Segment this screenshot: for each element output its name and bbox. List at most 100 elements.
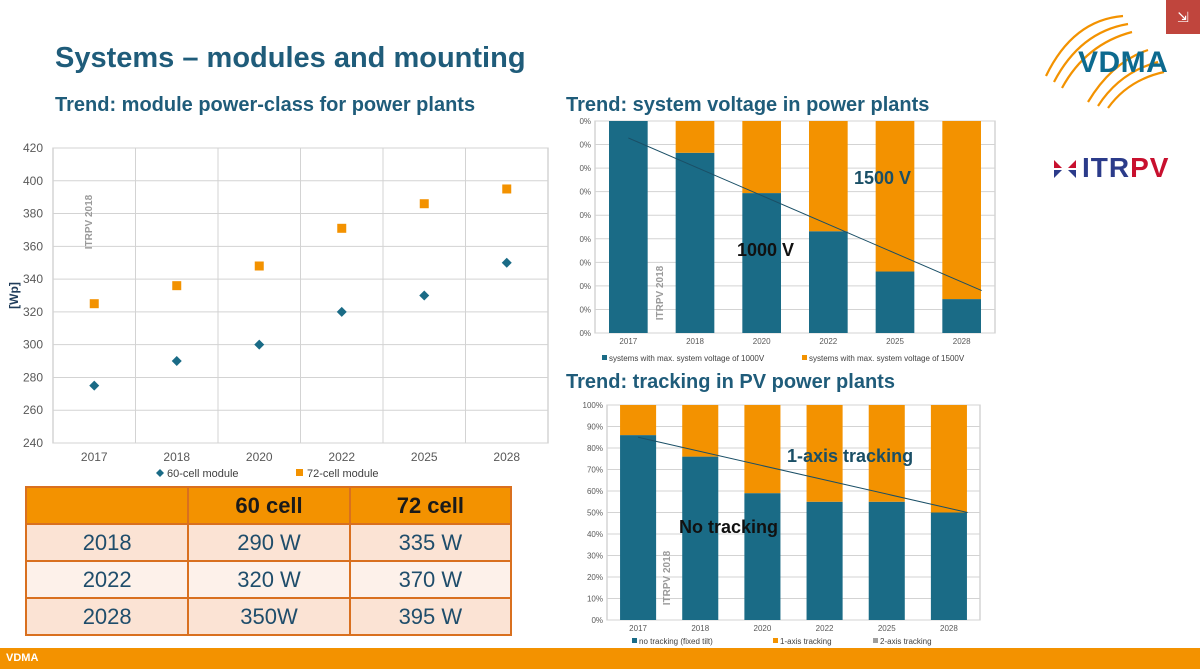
plot-area [594,120,996,334]
table-cell-60cell: 350W [187,597,351,636]
x-tick-label: 2028 [940,624,958,633]
voltage-chart-title: Trend: system voltage in power plants [566,94,930,116]
power-chart-title: Trend: module power-class for power plan… [55,94,476,116]
trend-line [637,436,968,513]
bar-segment [868,405,905,502]
vdma-wordmark: VDMA [1078,46,1169,79]
scatter-point-60cell [254,339,265,350]
table-header-row: 60 cell 72 cell [24,486,513,525]
scatter-point-72cell [254,261,264,271]
chart-annotation: 1-axis tracking [787,446,913,466]
itrpv-wordmark-a: ITR [1082,152,1131,183]
bar-segment [809,121,848,232]
chart-watermark: ITRPV 2018 [662,550,673,605]
x-tick-label: 2022 [819,337,837,346]
chart-annotation: 1000 V [737,240,794,260]
y-tick-label: 0% [591,616,603,625]
vdma-logo [1045,14,1165,109]
x-tick-label: 2028 [493,450,520,464]
x-tick-label: 2028 [953,337,971,346]
chart-watermark: ITRPV 2018 [655,265,666,320]
x-tick-label: 2017 [629,624,647,633]
bar-segment [930,405,967,513]
legend-marker [773,638,778,643]
legend-label: systems with max. system voltage of 1500… [809,354,965,363]
bar-segment [744,493,781,620]
y-tick-label: 360 [23,239,43,253]
y-tick-label: 340 [23,272,43,286]
x-tick-label: 2022 [328,450,355,464]
table-header-72cell: 72 cell [348,486,513,525]
x-tick-label: 2018 [686,337,704,346]
y-tick-label: 320 [23,305,43,319]
bar-segment [868,501,905,620]
itrpv-icon [1054,160,1076,178]
footer-bar [0,648,1200,669]
y-tick-label: 240 [23,436,43,450]
y-tick-label: 0% [579,211,591,220]
y-tick-label: 300 [23,338,43,352]
y-tick-label: 60% [587,487,603,496]
chart-watermark: ITRPV 2018 [84,194,95,249]
table-cell-year: 2028 [24,597,190,636]
y-tick-label: 280 [23,370,43,384]
y-tick-label: 380 [23,207,43,221]
chart-annotation: 1500 V [854,168,911,188]
x-tick-label: 2018 [163,450,190,464]
chart-annotation: No tracking [679,517,778,537]
export-icon: ⇲ [1177,8,1189,25]
y-axis-label: [Wp] [7,282,21,309]
table-row: 2022 320 W 370 W [24,560,513,599]
x-tick-label: 2020 [754,624,772,633]
bar-segment [609,121,648,333]
power-values-table: 60 cell 72 cell 2018 290 W 335 W 2022 32… [24,486,513,636]
x-tick-label: 2022 [816,624,834,633]
x-tick-label: 2025 [886,337,904,346]
bar-segment [875,271,915,333]
y-tick-label: 0% [579,141,591,150]
y-tick-label: 0% [579,188,591,197]
table-cell-72cell: 335 W [348,523,513,562]
x-tick-label: 2025 [411,450,438,464]
tracking-chart-title: Trend: tracking in PV power plants [566,371,895,393]
legend-marker [873,638,878,643]
y-tick-label: 0% [579,235,591,244]
x-tick-label: 2017 [619,337,637,346]
bar-segment [682,405,719,457]
power-scatter-chart: 240 260 280 300 320 340 360 380 400 420 2017 2018 20… [7,141,549,480]
legend-label: 1-axis tracking [780,637,832,646]
trend-line [628,137,982,292]
bar-segment [942,121,981,300]
scatter-point-72cell [172,281,182,291]
table-cell-60cell: 290 W [187,523,351,562]
table-cell-72cell: 370 W [348,560,513,599]
table-header-year [24,486,190,525]
legend-marker [602,355,607,360]
legend-label: 2-axis tracking [880,637,932,646]
y-tick-label: 0% [579,305,591,314]
bar-segment [675,152,715,333]
x-tick-label: 2017 [81,450,108,464]
y-tick-label: 80% [587,444,603,453]
voltage-bar-chart: 0% 0% 0% 0% 0% 0% 0% 0% 0% 0% 2017 2018 2020 2022 2025… [579,118,996,363]
y-tick-label: 30% [587,552,603,561]
bar-segment [809,231,848,333]
scatter-point-60cell [419,290,430,301]
corner-export-button[interactable]: ⇲ [1166,0,1200,34]
bar-segment [875,121,915,272]
y-tick-label: 420 [23,141,43,155]
scatter-point-60cell [336,306,347,317]
scatter-point-72cell [337,223,347,233]
bar-segment [742,193,781,333]
table-row: 2028 350W 395 W [24,597,513,636]
y-tick-label: 70% [587,466,603,475]
scatter-point-72cell [502,184,512,194]
table-cell-72cell: 395 W [348,597,513,636]
y-tick-label: 10% [587,595,603,604]
tracking-bar-chart: 0% 10% 20% 30% 40% 50% 60% 70% 80% 90% 100% 2017 201… [583,401,981,646]
y-tick-label: 400 [23,174,43,188]
table-row: 2018 290 W 335 W [24,523,513,562]
x-tick-label: 2018 [691,624,709,633]
legend-marker-60cell [156,469,164,477]
y-tick-label: 0% [579,164,591,173]
